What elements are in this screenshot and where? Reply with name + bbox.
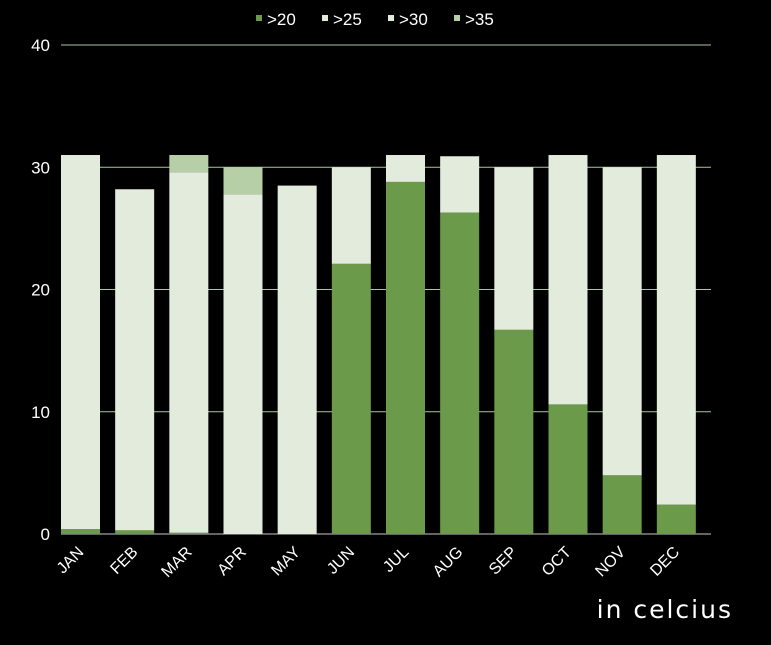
bar-oct-series-0	[548, 404, 588, 534]
x-category-label: FEB	[107, 544, 141, 578]
x-category-label: MAR	[158, 544, 195, 581]
x-category-label: JUL	[380, 544, 412, 576]
bar-sep-series-0	[494, 329, 534, 534]
bar-mar-series-1	[169, 172, 209, 533]
bar-aug-series-0	[440, 212, 480, 535]
bar-nov-series-0	[602, 475, 642, 534]
legend-swatch	[322, 15, 328, 21]
legend-label: >20	[267, 10, 296, 29]
bar-mar-series-3	[169, 155, 209, 173]
y-tick-label: 20	[31, 281, 50, 300]
x-category-label: APR	[215, 544, 250, 579]
legend-label: >35	[465, 10, 494, 29]
x-category-label: JAN	[54, 544, 87, 577]
legend-swatch	[454, 15, 460, 21]
bar-oct-series-1	[548, 155, 588, 405]
x-axis-category-labels: JAN FEB MAR APR MAY JUN JUL AUG SEP OCT NOV DEC	[54, 544, 683, 581]
bar-jan-series-1	[61, 155, 100, 530]
legend-swatch	[388, 15, 394, 21]
bar-apr-series-1	[223, 194, 263, 534]
bar-may-series-1	[277, 185, 317, 534]
bar-jan-series-0	[61, 529, 100, 534]
legend-label: >30	[399, 10, 428, 29]
x-category-label: NOV	[592, 544, 629, 581]
bar-sep-series-1	[494, 167, 534, 330]
y-tick-label: 40	[31, 36, 50, 55]
bar-aug-series-1	[440, 156, 480, 213]
bar-feb-series-1	[115, 189, 155, 531]
bar-jun-series-0	[331, 263, 371, 534]
bars	[61, 155, 696, 535]
bar-dec-series-1	[656, 155, 696, 505]
bar-jul-series-0	[386, 181, 425, 535]
bar-jul-series-1	[386, 155, 425, 182]
bar-mar-series-0	[169, 532, 209, 534]
bar-nov-series-1	[602, 167, 642, 476]
y-axis-tick-labels: 0 10 20 30 40	[31, 36, 50, 544]
bar-dec-series-0	[656, 504, 696, 534]
legend-label: >25	[333, 10, 362, 29]
y-tick-label: 10	[31, 403, 50, 422]
x-category-label: DEC	[647, 544, 683, 580]
legend-swatch	[256, 15, 262, 21]
x-category-label: JUN	[324, 544, 358, 578]
x-category-label: AUG	[430, 544, 467, 581]
y-tick-label: 0	[41, 525, 50, 544]
y-tick-label: 30	[31, 158, 50, 177]
bar-feb-series-0	[115, 530, 155, 534]
x-category-label: SEP	[486, 544, 521, 579]
bar-apr-series-3	[223, 167, 263, 195]
bar-jun-series-1	[331, 167, 371, 264]
legend: >20 >25 >30 >35	[256, 10, 494, 29]
x-category-label: MAY	[268, 544, 304, 580]
unit-label: in celcius	[597, 595, 733, 624]
x-category-label: OCT	[539, 544, 575, 580]
